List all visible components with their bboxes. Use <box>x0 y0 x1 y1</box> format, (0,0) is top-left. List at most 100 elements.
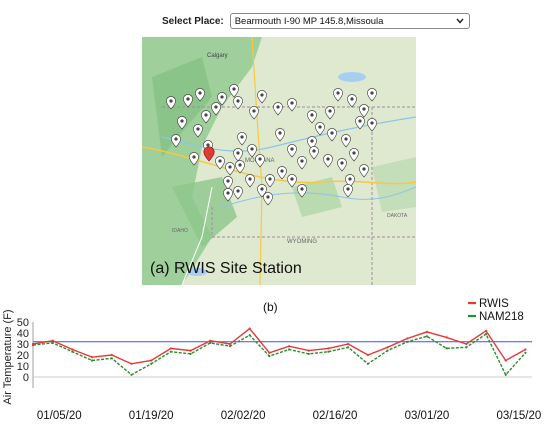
map-pin-icon[interactable] <box>323 154 333 168</box>
station-markers[interactable] <box>166 84 377 206</box>
legend-label-nam218: NAM218 <box>479 311 524 323</box>
data-point-rwis <box>209 339 212 342</box>
map-pin-icon[interactable] <box>309 146 319 160</box>
data-point-nam218 <box>287 348 291 351</box>
data-point-rwis <box>248 327 251 330</box>
map-pin-icon[interactable] <box>347 94 357 108</box>
map-pin-icon[interactable] <box>171 134 181 148</box>
data-point-rwis <box>327 347 330 350</box>
data-point-rwis <box>287 345 291 348</box>
map-pin-icon[interactable] <box>349 148 359 162</box>
x-tick-label: 02/02/20 <box>221 410 266 422</box>
data-point-rwis <box>465 342 468 346</box>
data-point-nam218 <box>425 335 429 338</box>
rwis-site-map[interactable]: Calgary MONTANA WYOMING IDAHO DAKOTA (a)… <box>142 37 416 285</box>
map-pin-icon[interactable] <box>211 102 221 116</box>
select-place-label: Select Place: <box>162 15 224 27</box>
map-pin-icon[interactable] <box>275 128 285 142</box>
map-pin-icon[interactable] <box>233 96 243 110</box>
map-pin-icon[interactable] <box>223 188 233 202</box>
map-pin-icon[interactable] <box>287 98 297 112</box>
map-pin-icon[interactable] <box>307 136 317 150</box>
data-point-nam218 <box>130 373 133 376</box>
map-pin-icon[interactable] <box>249 106 259 120</box>
map-pin-icon[interactable] <box>225 162 235 176</box>
data-point-nam218 <box>248 334 251 337</box>
map-pin-icon[interactable] <box>367 118 377 132</box>
label-calgary: Calgary <box>207 53 228 59</box>
map-pin-icon[interactable] <box>247 144 257 158</box>
map-pin-icon[interactable] <box>183 94 193 108</box>
map-pin-icon[interactable] <box>327 128 337 142</box>
data-point-nam218 <box>110 357 113 360</box>
map-pin-icon[interactable] <box>337 158 347 172</box>
map-pin-icon[interactable] <box>325 106 335 120</box>
chevron-down-icon <box>455 16 465 26</box>
data-point-nam218 <box>366 362 369 365</box>
map-pin-icon[interactable] <box>233 148 243 162</box>
data-point-nam218 <box>504 373 507 376</box>
data-point-nam218 <box>209 341 212 344</box>
map-pin-icon[interactable] <box>343 184 353 198</box>
selected-station-pin-icon[interactable] <box>203 146 215 162</box>
series-line-nam218 <box>32 333 526 377</box>
map-pin-icon[interactable] <box>355 116 365 130</box>
map-pin-icon[interactable] <box>333 88 343 102</box>
map-pin-icon[interactable] <box>233 186 243 200</box>
data-point-nam218 <box>71 350 74 353</box>
data-point-rwis <box>130 362 133 365</box>
map-pin-icon[interactable] <box>359 164 369 178</box>
data-point-nam218 <box>51 341 54 344</box>
data-point-rwis <box>228 342 232 346</box>
data-point-nam218 <box>307 352 310 355</box>
data-point-rwis <box>90 356 94 359</box>
map-pin-icon[interactable] <box>297 156 307 170</box>
map-pin-icon[interactable] <box>341 134 351 148</box>
map-pin-icon[interactable] <box>223 176 233 190</box>
map-pin-icon[interactable] <box>235 160 245 174</box>
map-pin-icon[interactable] <box>287 144 297 158</box>
map-pin-icon[interactable] <box>255 154 265 168</box>
map-pin-icon[interactable] <box>193 124 203 138</box>
data-point-nam218 <box>465 346 468 349</box>
map-pin-icon[interactable] <box>367 88 377 102</box>
map-pin-icon[interactable] <box>257 90 267 104</box>
map-pin-icon[interactable] <box>229 84 239 98</box>
map-pin-icon[interactable] <box>166 96 176 110</box>
map-pin-icon[interactable] <box>177 116 187 130</box>
map-pin-icon[interactable] <box>201 110 211 124</box>
map-pin-icon[interactable] <box>297 184 307 198</box>
legend-label-rwis: RWIS <box>479 298 509 310</box>
map-pin-icon[interactable] <box>345 174 355 188</box>
map-pin-icon[interactable] <box>189 152 199 166</box>
map-pin-icon[interactable] <box>217 92 227 106</box>
data-point-rwis <box>110 353 113 357</box>
map-pin-icon[interactable] <box>273 102 283 116</box>
map-pin-icon[interactable] <box>237 132 247 146</box>
map-pin-icon[interactable] <box>245 174 255 188</box>
x-tick-label: 01/05/20 <box>37 410 82 422</box>
map-canvas[interactable]: Calgary MONTANA WYOMING IDAHO DAKOTA <box>142 37 416 285</box>
map-pin-icon[interactable] <box>277 166 287 180</box>
map-pin-icon[interactable] <box>215 156 225 170</box>
map-pin-icon[interactable] <box>287 174 297 188</box>
map-pin-icon[interactable] <box>195 88 205 102</box>
data-point-rwis <box>366 353 369 357</box>
data-point-rwis <box>386 346 389 349</box>
map-pin-icon[interactable] <box>263 192 273 206</box>
map-pin-icon[interactable] <box>315 122 325 136</box>
place-dropdown[interactable]: Bearmouth I-90 MP 145.8,Missoula <box>229 13 470 29</box>
map-pin-icon[interactable] <box>265 174 275 188</box>
data-point-nam218 <box>406 340 409 343</box>
y-tick-label: 30 <box>17 339 29 351</box>
map-pin-icon[interactable] <box>359 104 369 118</box>
place-dropdown-value: Bearmouth I-90 MP 145.8,Missoula <box>234 15 384 27</box>
data-point-rwis <box>169 347 172 350</box>
data-point-rwis <box>425 330 429 333</box>
data-point-nam218 <box>169 350 172 353</box>
panel-b-label: (b) <box>263 300 278 314</box>
data-point-nam218 <box>189 352 192 355</box>
map-pin-icon[interactable] <box>307 110 317 124</box>
data-point-rwis <box>71 348 74 351</box>
